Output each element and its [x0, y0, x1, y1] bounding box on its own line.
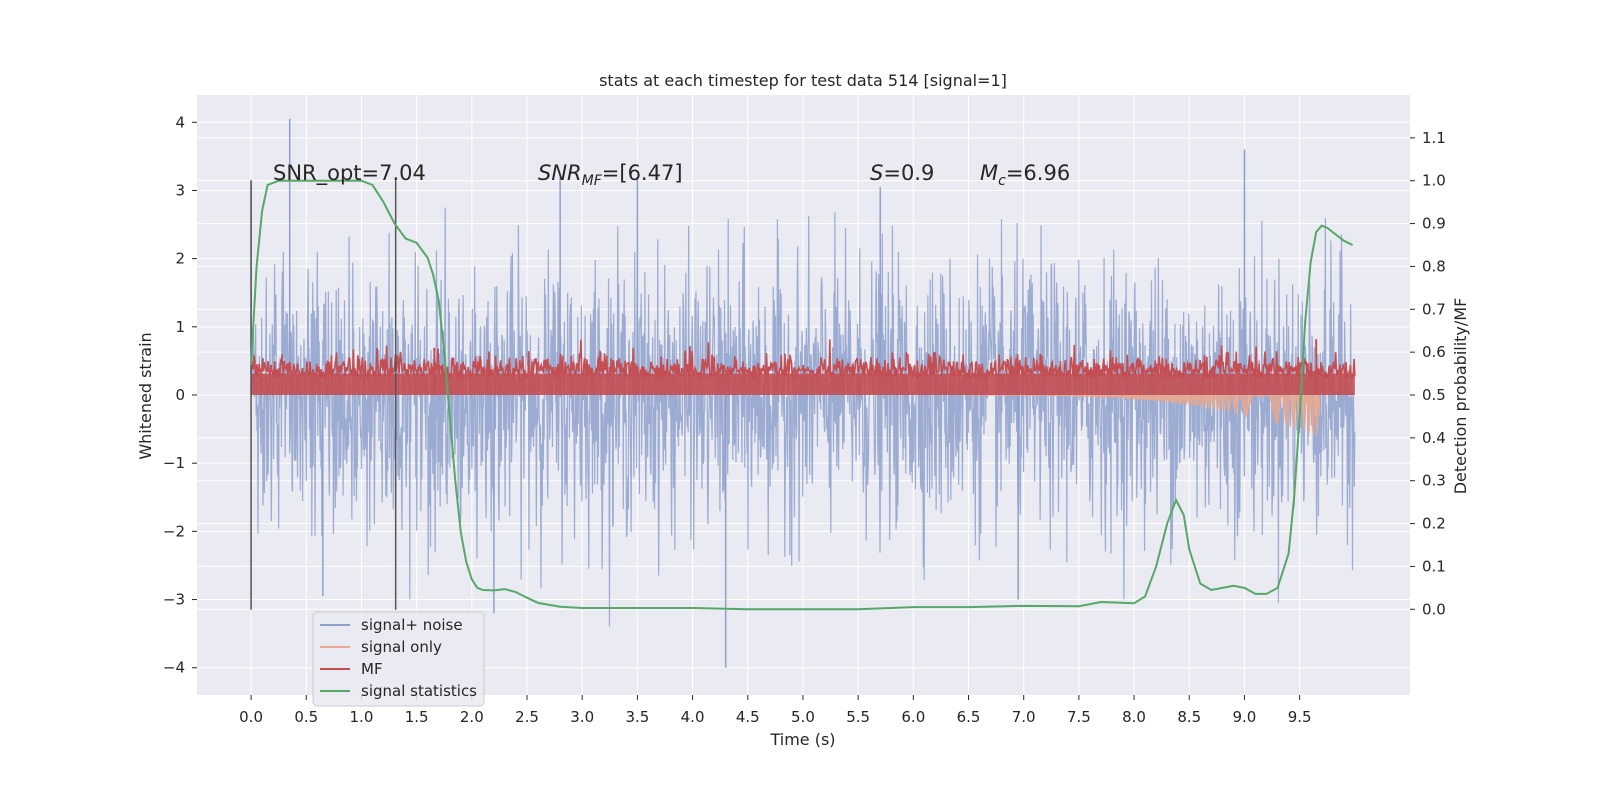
y-right-tick-label: 0.0	[1422, 600, 1446, 618]
y-left-tick-label: 3	[175, 181, 185, 199]
series-mf	[250, 339, 1356, 395]
x-tick-label: 3.5	[625, 708, 649, 726]
x-axis-label: Time (s)	[769, 730, 835, 749]
mc-subscript: c	[998, 173, 1006, 189]
y-right-tick-label: 0.1	[1422, 557, 1446, 575]
x-tick-label: 0.0	[239, 708, 263, 726]
mf-band	[251, 373, 1355, 395]
snr-mf-symbol: SNR	[538, 161, 582, 185]
y-right-tick-label: 0.8	[1422, 257, 1446, 275]
mc-symbol: M	[980, 161, 998, 185]
legend-label-mf: MF	[361, 660, 383, 678]
s-value: =0.9	[883, 161, 934, 185]
x-tick-label: 0.5	[294, 708, 318, 726]
x-tick-label: 4.5	[736, 708, 760, 726]
y-left-tick-labels: 4 3 2 1 0 −1 −2 −3 −4	[163, 113, 197, 677]
series-signal-only	[968, 393, 1320, 436]
x-tick-label: 1.5	[405, 708, 429, 726]
x-tick-label: 7.0	[1012, 708, 1036, 726]
y-right-tick-label: 1.0	[1422, 172, 1446, 190]
legend-box	[312, 611, 485, 707]
x-tick-label: 8.0	[1122, 708, 1146, 726]
y-left-tick-label: −4	[163, 659, 185, 677]
x-tick-label: 6.0	[901, 708, 925, 726]
x-tick-label: 8.5	[1177, 708, 1201, 726]
y-right-tick-label: 0.6	[1422, 343, 1446, 361]
y-axis-label-right: Detection probability/MF	[1451, 298, 1470, 495]
annotation-snr-mf: SNRMF=[6.47]	[538, 161, 683, 189]
y-left-tick-label: 4	[175, 113, 185, 131]
snr-mf-subscript: MF	[582, 173, 603, 189]
x-tick-label: 5.5	[846, 708, 870, 726]
legend-label-signal-noise: signal+ noise	[361, 616, 463, 634]
signal-only-line	[968, 393, 1320, 436]
snr-mf-value: =[6.47]	[602, 161, 683, 185]
s-symbol: S	[870, 161, 883, 185]
x-tick-label: 9.0	[1233, 708, 1257, 726]
y-right-tick-label: 0.2	[1422, 515, 1446, 533]
x-tick-labels: 0.0 0.5 1.0 1.5 2.0 2.5 3.0 3.5 4.0 4.5 5.0 5.5 6.0 6…	[239, 695, 1312, 726]
annotation-s: S=0.9	[870, 161, 934, 185]
x-tick-label: 1.0	[350, 708, 374, 726]
legend-label-signal-only: signal only	[361, 638, 442, 656]
signal-statistics-line	[250, 179, 1354, 611]
y-left-tick-label: −3	[163, 591, 185, 609]
y-left-tick-label: 2	[175, 250, 185, 268]
x-tick-label: 7.5	[1067, 708, 1091, 726]
annotation-mc: Mc=6.96	[980, 161, 1070, 189]
y-right-tick-label: 0.4	[1422, 429, 1446, 447]
y-left-tick-label: −2	[163, 522, 185, 540]
signal-noise-line	[250, 207, 1356, 627]
y-right-tick-label: 1.1	[1422, 129, 1446, 147]
x-tick-label: 4.0	[681, 708, 705, 726]
vertical-markers	[250, 180, 397, 610]
x-tick-label: 2.5	[515, 708, 539, 726]
y-right-tick-label: 0.3	[1422, 472, 1446, 490]
chart-title: stats at each timestep for test data 514…	[599, 71, 1007, 90]
x-tick-label: 5.0	[791, 708, 815, 726]
y-right-tick-label: 0.9	[1422, 215, 1446, 233]
x-tick-label: 3.0	[570, 708, 594, 726]
y-left-tick-label: 1	[175, 318, 185, 336]
x-tick-label: 2.0	[460, 708, 484, 726]
legend: signal+ noise signal only MF signal stat…	[312, 611, 485, 707]
y-right-tick-label: 0.7	[1422, 300, 1446, 318]
y-left-tick-label: −1	[163, 454, 185, 472]
annotation-snr-opt: SNR_opt=7.04	[273, 161, 426, 186]
y-right-tick-labels: 1.1 1.0 0.9 0.8 0.7 0.6 0.5 0.4 0.3 0.2 0.1 0.0	[1410, 129, 1446, 618]
x-tick-label: 6.5	[957, 708, 981, 726]
legend-label-signal-statistics: signal statistics	[361, 682, 477, 700]
y-left-tick-label: 0	[175, 386, 185, 404]
y-axis-label-left: Whitened strain	[136, 332, 155, 459]
x-tick-label: 9.5	[1288, 708, 1312, 726]
series-signal-statistics	[250, 179, 1354, 611]
y-right-tick-label: 0.5	[1422, 386, 1446, 404]
mc-value: =6.96	[1006, 161, 1070, 185]
